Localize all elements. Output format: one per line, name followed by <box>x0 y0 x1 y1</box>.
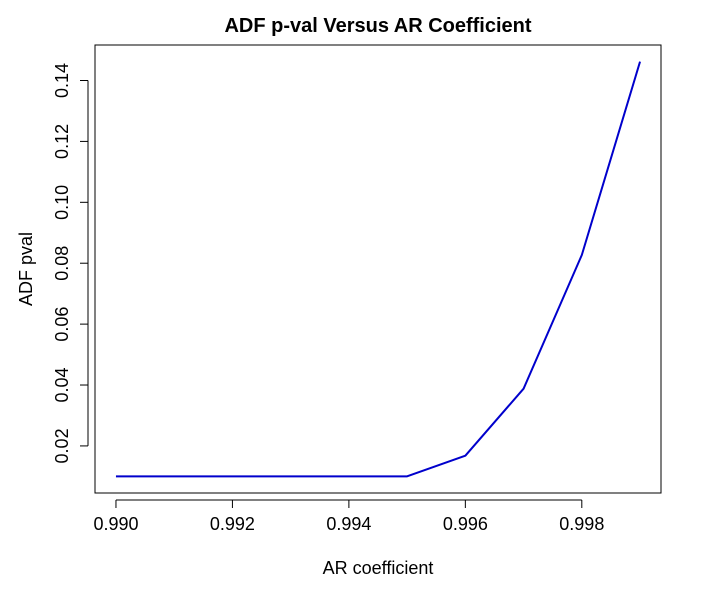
x-tick-label: 0.990 <box>93 514 138 534</box>
y-axis-label: ADF pval <box>16 232 36 306</box>
x-axis-label: AR coefficient <box>323 558 434 578</box>
y-tick-label: 0.12 <box>52 124 72 159</box>
y-tick-label: 0.06 <box>52 307 72 342</box>
y-axis: 0.02 0.04 0.06 0.08 0.10 0.12 0.14 <box>52 63 89 463</box>
y-tick-label: 0.14 <box>52 63 72 98</box>
y-tick-label: 0.04 <box>52 367 72 402</box>
x-tick-label: 0.994 <box>326 514 371 534</box>
y-tick-label: 0.08 <box>52 246 72 281</box>
series-layer <box>115 61 641 478</box>
x-tick-label: 0.998 <box>559 514 604 534</box>
y-tick-label: 0.02 <box>52 428 72 463</box>
plot-frame <box>94 44 662 494</box>
x-axis: 0.990 0.992 0.994 0.996 0.998 <box>93 499 604 534</box>
x-tick-label: 0.992 <box>210 514 255 534</box>
chart-title: ADF p-val Versus AR Coefficient <box>224 15 531 37</box>
y-tick-label: 0.10 <box>52 185 72 220</box>
series-line <box>115 61 641 478</box>
x-tick-label: 0.996 <box>443 514 488 534</box>
